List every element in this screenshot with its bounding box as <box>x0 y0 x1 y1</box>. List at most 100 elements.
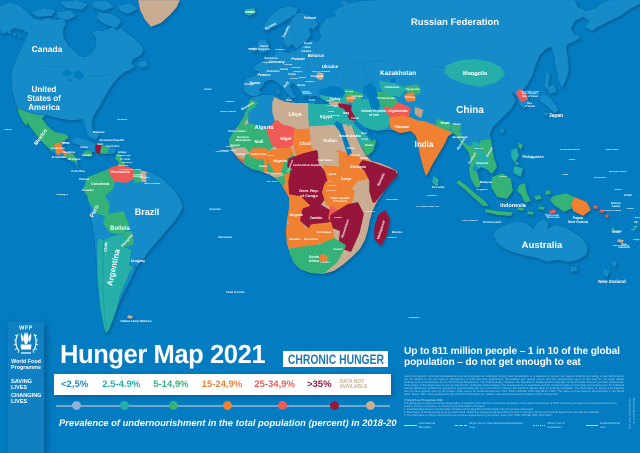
svg-text:Myanmar: Myanmar <box>456 136 467 151</box>
svg-text:Nigeria: Nigeria <box>273 158 287 163</box>
svg-text:Brunei: Brunei <box>499 176 507 178</box>
svg-text:Japan: Japan <box>549 113 563 119</box>
svg-text:Azores: Azores <box>204 88 212 91</box>
svg-text:Indonesia: Indonesia <box>500 203 527 209</box>
svg-text:Trinidad and Tobago: Trinidad and Tobago <box>119 169 142 171</box>
svg-text:El Salvador: El Salvador <box>52 155 66 159</box>
svg-text:Libya: Libya <box>288 112 301 118</box>
svg-text:Rwanda: Rwanda <box>328 185 338 187</box>
svg-text:Angola: Angola <box>289 212 303 217</box>
svg-text:Gambia: Gambia <box>226 146 235 148</box>
svg-text:Bosnia: Bosnia <box>290 78 298 80</box>
svg-text:India: India <box>415 140 434 149</box>
svg-text:Eswatini: Eswatini <box>333 248 343 251</box>
svg-text:of Congo: of Congo <box>300 193 318 198</box>
svg-text:Ethiopia: Ethiopia <box>350 164 367 169</box>
svg-text:Azerbaijan: Azerbaijan <box>351 95 363 98</box>
svg-text:Haiti: Haiti <box>97 142 103 146</box>
svg-text:Spain: Spain <box>250 80 261 85</box>
svg-text:Antigua: Antigua <box>118 151 127 154</box>
svg-text:Mongolia: Mongolia <box>469 74 480 76</box>
svg-text:Guatemala: Guatemala <box>51 146 65 150</box>
svg-text:Iraq: Iraq <box>343 111 349 115</box>
svg-text:WFP: WFP <box>19 326 33 332</box>
svg-text:Algeria: Algeria <box>255 125 275 131</box>
svg-text:Singapore: Singapore <box>476 189 488 191</box>
svg-text:Lithuania: Lithuania <box>301 50 312 53</box>
svg-text:Hungary: Hungary <box>293 71 303 73</box>
svg-text:Somalia: Somalia <box>376 172 386 187</box>
svg-text:St. Lucia: St. Lucia <box>120 158 130 161</box>
svg-text:Zimbabwe: Zimbabwe <box>317 230 332 234</box>
svg-text:Iceland: Iceland <box>245 10 255 14</box>
svg-text:Bermuda: Bermuda <box>117 119 128 121</box>
svg-text:Australia: Australia <box>522 240 563 251</box>
svg-text:Rep. of Korea: Rep. of Korea <box>522 95 538 98</box>
svg-text:Nepal: Nepal <box>441 121 450 125</box>
svg-text:Belize: Belize <box>62 141 70 145</box>
svg-text:Burundi: Burundi <box>327 190 336 192</box>
svg-text:Finland: Finland <box>304 16 316 20</box>
svg-text:China: China <box>456 105 484 116</box>
svg-text:United: United <box>260 44 269 48</box>
svg-text:Slovakia: Slovakia <box>291 67 301 69</box>
svg-text:New: New <box>622 243 627 246</box>
svg-text:Colombia: Colombia <box>91 181 110 186</box>
svg-text:Greece: Greece <box>303 91 312 95</box>
svg-text:Mozambique: Mozambique <box>340 219 350 239</box>
svg-text:Cambodia: Cambodia <box>476 161 489 165</box>
svg-text:Cocos Islands: Cocos Islands <box>462 220 478 222</box>
svg-text:Central African Republic: Central African Republic <box>293 164 321 167</box>
svg-text:Guadeloupe: Guadeloupe <box>117 155 131 157</box>
svg-text:Vietnam: Vietnam <box>484 146 493 158</box>
svg-text:Afghanistan: Afghanistan <box>388 109 408 113</box>
svg-text:Fiji: Fiji <box>631 229 635 231</box>
svg-text:Bangladesh: Bangladesh <box>453 135 468 139</box>
svg-text:United Republic: United Republic <box>330 196 350 200</box>
svg-text:Portugal: Portugal <box>244 83 254 86</box>
svg-text:Dominican Republic: Dominican Republic <box>100 138 125 142</box>
svg-text:Pakistan: Pakistan <box>395 125 410 129</box>
svg-text:Honduras: Honduras <box>63 150 76 154</box>
svg-text:Switzerland: Switzerland <box>267 70 280 73</box>
svg-text:Zambia: Zambia <box>310 216 324 220</box>
svg-text:Falkland Islands (Malvinas): Falkland Islands (Malvinas) <box>121 320 152 323</box>
svg-text:CHANGING: CHANGING <box>11 393 41 399</box>
svg-text:Fiji: Fiji <box>634 221 638 224</box>
svg-text:Canada: Canada <box>32 44 63 54</box>
svg-text:Bolivia: Bolivia <box>110 226 130 232</box>
svg-text:Comoros: Comoros <box>365 211 376 213</box>
svg-text:Mongolia: Mongolia <box>463 71 488 77</box>
svg-text:Ireland: Ireland <box>249 47 258 51</box>
svg-text:Timor-Leste: Timor-Leste <box>545 214 559 217</box>
svg-text:French Guiana: French Guiana <box>144 183 161 185</box>
svg-text:Kiribati: Kiribati <box>624 194 632 197</box>
svg-text:Namibia: Namibia <box>289 237 301 241</box>
svg-text:Islands: Islands <box>612 205 621 208</box>
svg-text:Uruguay: Uruguay <box>131 259 145 263</box>
svg-text:Guyana: Guyana <box>133 174 143 178</box>
svg-text:Tajikistan: Tajikistan <box>405 96 416 99</box>
svg-text:of Tanzania: of Tanzania <box>333 199 348 203</box>
svg-text:Dem. Rep. Korea: Dem. Rep. Korea <box>521 91 540 93</box>
svg-text:Solomon: Solomon <box>611 202 622 205</box>
svg-text:Panama: Panama <box>79 177 90 181</box>
svg-text:Lesotho: Lesotho <box>321 261 331 264</box>
svg-text:Iceland: Iceland <box>246 11 255 13</box>
svg-text:Belize: Belize <box>63 142 70 144</box>
svg-text:of Korea: of Korea <box>525 105 535 108</box>
svg-text:Niger: Niger <box>280 136 292 141</box>
svg-text:Cuba: Cuba <box>80 145 88 149</box>
svg-text:Denmark: Denmark <box>275 49 286 51</box>
svg-text:Sweden: Sweden <box>282 25 291 38</box>
svg-text:Dem. Rep.: Dem. Rep. <box>299 188 319 193</box>
svg-text:Dem. People's: Dem. People's <box>522 92 539 95</box>
svg-text:Mauritius: Mauritius <box>392 231 403 234</box>
svg-text:Christmas Island: Christmas Island <box>483 221 502 224</box>
svg-text:Germany: Germany <box>269 60 285 64</box>
svg-text:Mali: Mali <box>255 139 264 144</box>
svg-text:Belarus: Belarus <box>308 53 325 58</box>
svg-text:Egypt: Egypt <box>320 114 333 119</box>
svg-text:Israel: Israel <box>328 111 334 113</box>
svg-text:Ascension: Ascension <box>209 208 221 211</box>
